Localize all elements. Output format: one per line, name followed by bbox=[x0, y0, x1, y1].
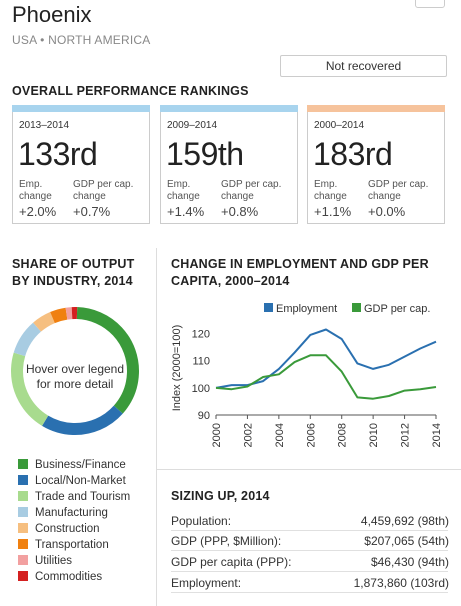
sizing-value-population: 4,459,692 (98th) bbox=[360, 514, 449, 528]
x-tick-label: 2006 bbox=[305, 423, 317, 447]
ranking-color-bar bbox=[12, 105, 150, 112]
x-tick-label: 2010 bbox=[368, 423, 380, 447]
sizing-value-employment: 1,873,860 (103rd) bbox=[353, 576, 449, 590]
ranking-box-long: 2000–2014 183rd Emp. change GDP per cap. c… bbox=[307, 105, 445, 224]
x-tick-label: 2014 bbox=[431, 423, 443, 447]
ranking-box-medium: 2009–2014 159th Emp. change GDP per cap. c… bbox=[160, 105, 298, 224]
legend-item-utilities[interactable]: Utilities bbox=[18, 553, 72, 569]
gdp-change-value: +0.7% bbox=[73, 204, 111, 219]
ranking-period: 2009–2014 bbox=[167, 120, 218, 131]
legend-label-gdp[interactable]: GDP per cap. bbox=[364, 303, 430, 315]
x-tick-label: 2002 bbox=[242, 423, 254, 447]
legend-swatch-gdp bbox=[352, 303, 361, 312]
emp-change-label: Emp. change bbox=[19, 179, 52, 202]
ranking-value: 133rd bbox=[18, 136, 98, 172]
gdp-change-value: +0.0% bbox=[368, 204, 406, 219]
sizing-label-employment: Employment: bbox=[171, 576, 242, 590]
donut-slice-commodities[interactable] bbox=[10, 307, 139, 435]
column-divider bbox=[156, 248, 157, 606]
donut-hover-hint: Hover over legend for more detail bbox=[25, 362, 125, 391]
x-tick-label: 2012 bbox=[400, 423, 412, 447]
sizing-value-gdp: $207,065 (54th) bbox=[364, 534, 449, 548]
emp-change-value: +1.1% bbox=[314, 204, 352, 219]
ranking-box-short: 2013–2014 133rd Emp. change GDP per cap. c… bbox=[12, 105, 150, 224]
legend-label-employment[interactable]: Employment bbox=[276, 303, 337, 315]
change-chart-title: CHANGE IN EMPLOYMENT AND GDP PER CAPITA, … bbox=[171, 257, 429, 288]
change-line-chart: Employment GDP per cap. Index (2000=100)… bbox=[171, 303, 443, 447]
sizing-title: SIZING UP, 2014 bbox=[171, 489, 270, 503]
y-tick-label: 90 bbox=[198, 410, 210, 422]
legend-swatch bbox=[18, 459, 28, 469]
legend-swatch bbox=[18, 491, 28, 501]
legend-item-transportation[interactable]: Transportation bbox=[18, 537, 109, 553]
sizing-label-population: Population: bbox=[171, 514, 232, 528]
emp-change-label: Emp. change bbox=[167, 179, 200, 202]
legend-swatch bbox=[18, 571, 28, 581]
gdp-change-label: GDP per cap. change bbox=[221, 179, 282, 202]
ranking-color-bar bbox=[307, 105, 445, 112]
legend-swatch bbox=[18, 555, 28, 565]
section-divider bbox=[157, 469, 461, 470]
row-divider bbox=[171, 571, 448, 572]
y-tick-label: 120 bbox=[192, 329, 210, 341]
legend-item-construction[interactable]: Construction bbox=[18, 521, 100, 537]
employment-series-line[interactable] bbox=[215, 328, 437, 389]
legend-swatch bbox=[18, 507, 28, 517]
ranking-value: 159th bbox=[166, 136, 244, 172]
emp-change-value: +1.4% bbox=[167, 204, 205, 219]
legend-item-trade-tourism[interactable]: Trade and Tourism bbox=[18, 489, 130, 505]
y-tick-label: 110 bbox=[192, 356, 210, 368]
legend-swatch-employment bbox=[264, 303, 273, 312]
gdp-change-value: +0.8% bbox=[221, 204, 259, 219]
gdp-per-capita-series-line[interactable] bbox=[215, 354, 437, 400]
ranking-value: 183rd bbox=[313, 136, 393, 172]
sizing-label-gdp: GDP (PPP, $Million): bbox=[171, 534, 282, 548]
page-subtitle: USA • NORTH AMERICA bbox=[12, 33, 151, 47]
industry-donut-chart bbox=[10, 307, 139, 435]
row-divider bbox=[171, 530, 448, 531]
x-tick-label: 2000 bbox=[211, 423, 223, 447]
y-tick-label: 100 bbox=[192, 383, 210, 395]
row-divider bbox=[171, 592, 448, 593]
gdp-change-label: GDP per cap. change bbox=[73, 179, 134, 202]
ranking-period: 2000–2014 bbox=[314, 120, 365, 131]
legend-swatch bbox=[18, 539, 28, 549]
ranking-color-bar bbox=[160, 105, 298, 112]
rankings-title: OVERALL PERFORMANCE RANKINGS bbox=[12, 84, 249, 98]
sizing-label-gdp-per-capita: GDP per capita (PPP): bbox=[171, 555, 292, 569]
sizing-value-gdp-per-capita: $46,430 (94th) bbox=[370, 555, 449, 569]
legend-swatch bbox=[18, 523, 28, 533]
x-tick-label: 2008 bbox=[337, 423, 349, 447]
legend-item-manufacturing[interactable]: Manufacturing bbox=[18, 505, 108, 521]
legend-swatch bbox=[18, 475, 28, 485]
row-divider bbox=[171, 550, 448, 551]
emp-change-value: +2.0% bbox=[19, 204, 57, 219]
x-tick-label: 2004 bbox=[274, 423, 286, 447]
legend-item-business-finance[interactable]: Business/Finance bbox=[18, 457, 126, 473]
legend-item-local-non-market[interactable]: Local/Non-Market bbox=[18, 473, 126, 489]
page-title: Phoenix bbox=[12, 2, 92, 27]
donut-slice-local-non-market[interactable] bbox=[10, 307, 139, 435]
top-menu-button[interactable] bbox=[415, 0, 445, 8]
legend-item-commodities[interactable]: Commodities bbox=[18, 569, 102, 585]
gdp-change-label: GDP per cap. change bbox=[368, 179, 429, 202]
y-axis-label: Index (2000=100) bbox=[171, 325, 183, 412]
chart-legend: Employment GDP per cap. bbox=[264, 303, 430, 315]
industry-title: SHARE OF OUTPUT BY INDUSTRY, 2014 bbox=[12, 257, 135, 288]
recovery-status-dropdown[interactable]: Not recovered bbox=[280, 55, 447, 77]
ranking-period: 2013–2014 bbox=[19, 120, 70, 131]
emp-change-label: Emp. change bbox=[314, 179, 347, 202]
donut-slice-trade-and-tourism[interactable] bbox=[10, 307, 139, 435]
